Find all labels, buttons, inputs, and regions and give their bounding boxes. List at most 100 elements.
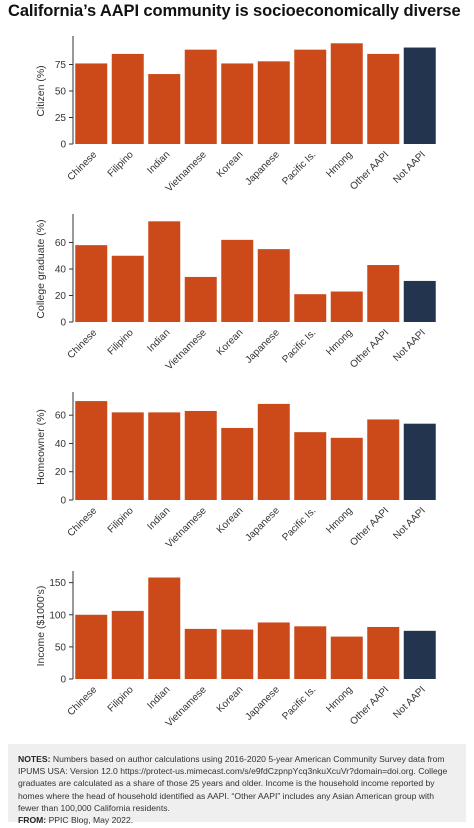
y-tick-label: 100 <box>49 610 66 621</box>
bar-pacific-is <box>294 626 327 679</box>
category-label-hmong: Hmong <box>324 684 355 715</box>
bar-hmong <box>330 43 363 144</box>
category-label-filipino: Filipino <box>106 505 136 535</box>
homeowner-chart: 0 20 40 60 Homeowner (%) Chinese Filipino India… <box>0 386 474 556</box>
notes-box: NOTES: Numbers based on author calculati… <box>8 744 466 825</box>
bar-korean <box>221 629 254 679</box>
y-tick-label: 40 <box>55 265 67 276</box>
category-label-not-aapi: Not AAPI <box>391 149 427 185</box>
category-label-hmong: Hmong <box>324 505 355 536</box>
bar-other-aapi <box>367 265 400 322</box>
bar-filipino <box>111 412 144 500</box>
bar-pacific-is <box>294 49 327 144</box>
y-tick-label: 60 <box>55 238 67 249</box>
category-label-indian: Indian <box>145 684 172 711</box>
category-label-chinese: Chinese <box>66 327 100 361</box>
bar-vietnamese <box>184 410 217 500</box>
bar-japanese <box>257 403 290 500</box>
y-tick-label: 40 <box>55 439 67 450</box>
category-label-pacific-is: Pacific Is. <box>280 327 318 365</box>
bar-pacific-is <box>294 432 327 500</box>
category-label-korean: Korean <box>215 149 246 180</box>
y-axis-label: Citizen (%) <box>35 65 47 116</box>
bar-other-aapi <box>367 419 400 500</box>
category-label-not-aapi: Not AAPI <box>391 505 427 541</box>
y-axis-label: College graduate (%) <box>35 219 47 318</box>
y-tick-label: 150 <box>49 578 66 589</box>
category-label-filipino: Filipino <box>106 327 136 357</box>
bar-japanese <box>257 249 290 322</box>
category-label-pacific-is: Pacific Is. <box>280 684 318 722</box>
y-tick-label: 75 <box>55 60 67 71</box>
category-label-indian: Indian <box>145 327 172 354</box>
bar-indian <box>148 74 181 144</box>
bar-filipino <box>111 610 144 679</box>
bar-other-aapi <box>367 626 400 679</box>
y-tick-label: 20 <box>55 291 67 302</box>
bar-filipino <box>111 53 144 144</box>
bar-indian <box>148 221 181 322</box>
bar-vietnamese <box>184 628 217 679</box>
category-label-hmong: Hmong <box>324 149 355 180</box>
bar-chinese <box>75 63 108 144</box>
y-tick-label: 60 <box>55 411 67 422</box>
category-label-korean: Korean <box>215 684 246 715</box>
category-label-filipino: Filipino <box>106 684 136 714</box>
y-tick-label: 20 <box>55 467 67 478</box>
y-tick-label: 0 <box>60 675 66 686</box>
category-label-chinese: Chinese <box>66 505 100 539</box>
y-tick-label: 0 <box>60 140 66 151</box>
source-label: FROM: <box>18 815 47 826</box>
y-tick-label: 25 <box>55 113 67 124</box>
y-tick-label: 50 <box>55 87 67 98</box>
notes-text: Numbers based on author calculations usi… <box>18 754 448 813</box>
category-label-chinese: Chinese <box>66 149 100 183</box>
category-label-other-aapi: Other AAPI <box>348 505 391 548</box>
bar-not-aapi <box>403 47 436 144</box>
bar-vietnamese <box>184 49 217 144</box>
bar-filipino <box>111 255 144 322</box>
bar-japanese <box>257 622 290 679</box>
y-tick-label: 0 <box>60 496 66 507</box>
bar-hmong <box>330 636 363 679</box>
bar-chinese <box>75 401 108 500</box>
category-label-japanese: Japanese <box>243 149 282 188</box>
bar-not-aapi <box>403 423 436 500</box>
notes-label: NOTES: <box>18 754 51 764</box>
bar-not-aapi <box>403 280 436 322</box>
bar-korean <box>221 427 254 500</box>
category-label-hmong: Hmong <box>324 327 355 358</box>
y-axis-label: Homeowner (%) <box>35 409 47 485</box>
homeowner-chart-svg: 0 20 40 60 Homeowner (%) Chinese Filipino India… <box>35 392 436 550</box>
category-label-korean: Korean <box>215 327 246 358</box>
category-label-not-aapi: Not AAPI <box>391 327 427 363</box>
bar-other-aapi <box>367 53 400 144</box>
bar-korean <box>221 63 254 144</box>
category-label-japanese: Japanese <box>243 505 282 544</box>
y-tick-label: 0 <box>60 318 66 329</box>
category-label-other-aapi: Other AAPI <box>348 684 391 727</box>
bar-japanese <box>257 61 290 144</box>
source-line: FROM: PPIC Blog, May 2022. <box>18 814 456 826</box>
category-label-indian: Indian <box>145 149 172 176</box>
chart-title: California’s AAPI community is socioecon… <box>8 2 461 20</box>
notes-paragraph: NOTES: Numbers based on author calculati… <box>18 753 456 814</box>
category-label-chinese: Chinese <box>66 684 100 718</box>
category-label-korean: Korean <box>215 505 246 536</box>
y-axis-label: Income ($1000's) <box>35 586 47 667</box>
category-label-japanese: Japanese <box>243 684 282 723</box>
bar-chinese <box>75 614 108 679</box>
category-label-indian: Indian <box>145 505 172 532</box>
bar-chinese <box>75 245 108 322</box>
category-label-japanese: Japanese <box>243 327 282 366</box>
bar-hmong <box>330 291 363 322</box>
category-label-pacific-is: Pacific Is. <box>280 149 318 187</box>
college-graduate-chart: 0 20 40 60 College graduate (%) Chinese Filipi… <box>0 208 474 378</box>
y-tick-label: 50 <box>55 642 67 653</box>
citizen-chart: 0 25 50 75 Citizen (%) Chinese Filipino Indian V… <box>0 30 474 200</box>
source-text: PPIC Blog, May 2022. <box>48 815 134 826</box>
bar-indian <box>148 412 181 500</box>
bar-korean <box>221 239 254 322</box>
